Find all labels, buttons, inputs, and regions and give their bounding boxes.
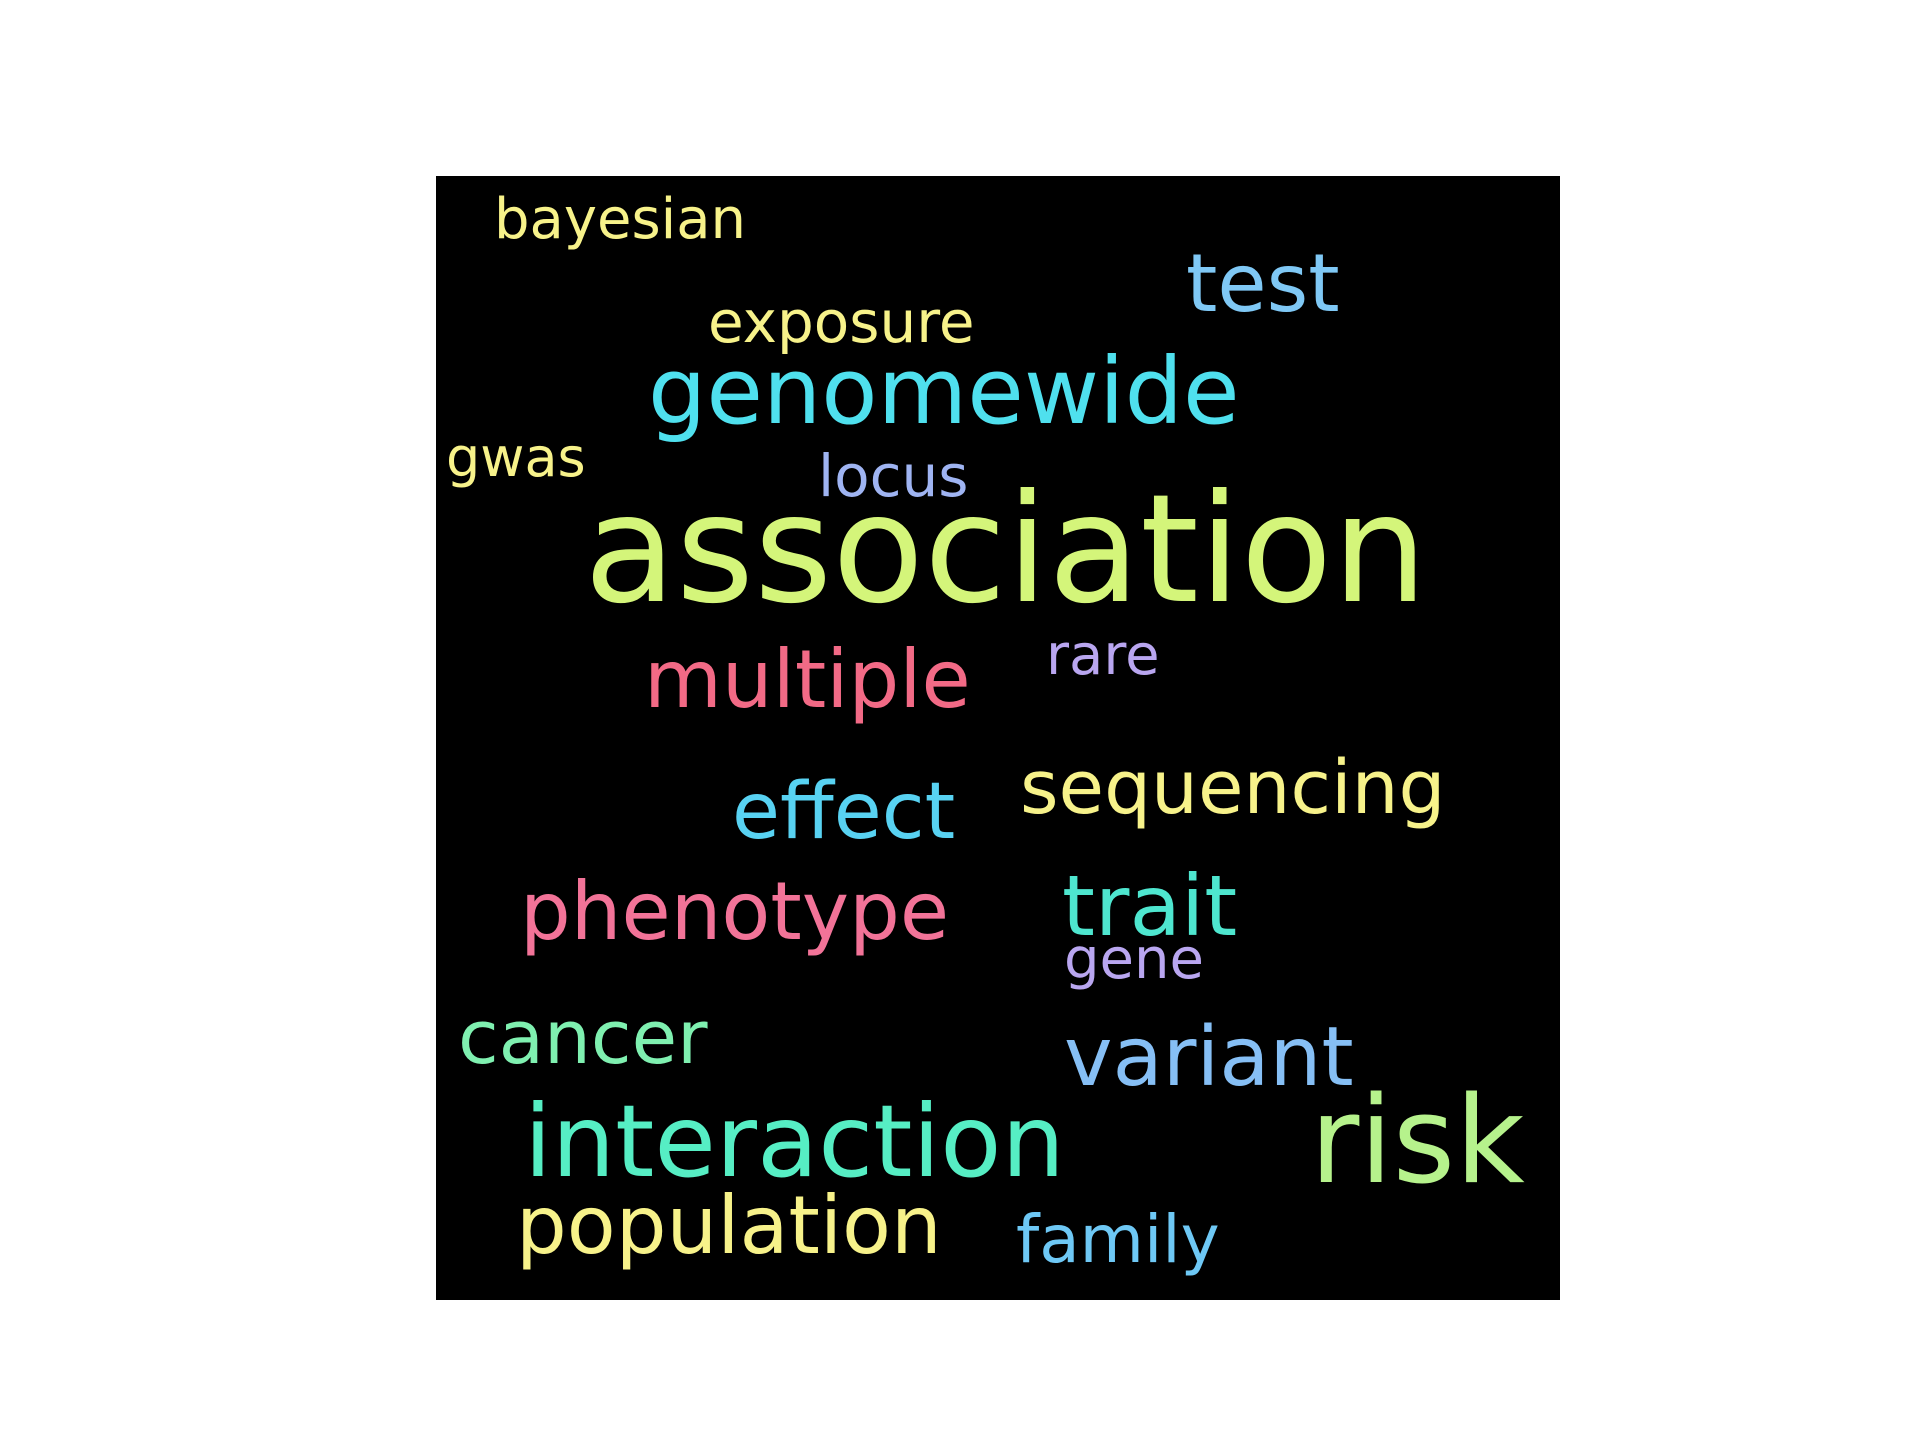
word-test: test [1186, 237, 1340, 330]
word-cloud: bayesian test exposure genomewide gwas l… [436, 176, 1560, 1300]
word-cancer: cancer [458, 995, 708, 1081]
word-interaction: interaction [524, 1083, 1065, 1200]
word-trait: trait [1062, 857, 1238, 955]
word-genomewide: genomewide [648, 338, 1240, 445]
word-risk: risk [1310, 1072, 1525, 1211]
word-locus: locus [818, 442, 969, 510]
word-sequencing: sequencing [1020, 745, 1446, 831]
word-gwas: gwas [446, 426, 586, 489]
word-association: association [584, 463, 1428, 637]
word-gene: gene [1064, 927, 1204, 992]
word-exposure: exposure [708, 288, 975, 356]
word-bayesian: bayesian [494, 187, 746, 252]
word-rare: rare [1046, 623, 1160, 688]
word-population: population [516, 1179, 942, 1272]
word-family: family [1016, 1201, 1220, 1278]
word-variant: variant [1064, 1010, 1354, 1105]
word-effect: effect [732, 767, 956, 857]
word-phenotype: phenotype [520, 865, 950, 958]
word-multiple: multiple [644, 633, 971, 726]
